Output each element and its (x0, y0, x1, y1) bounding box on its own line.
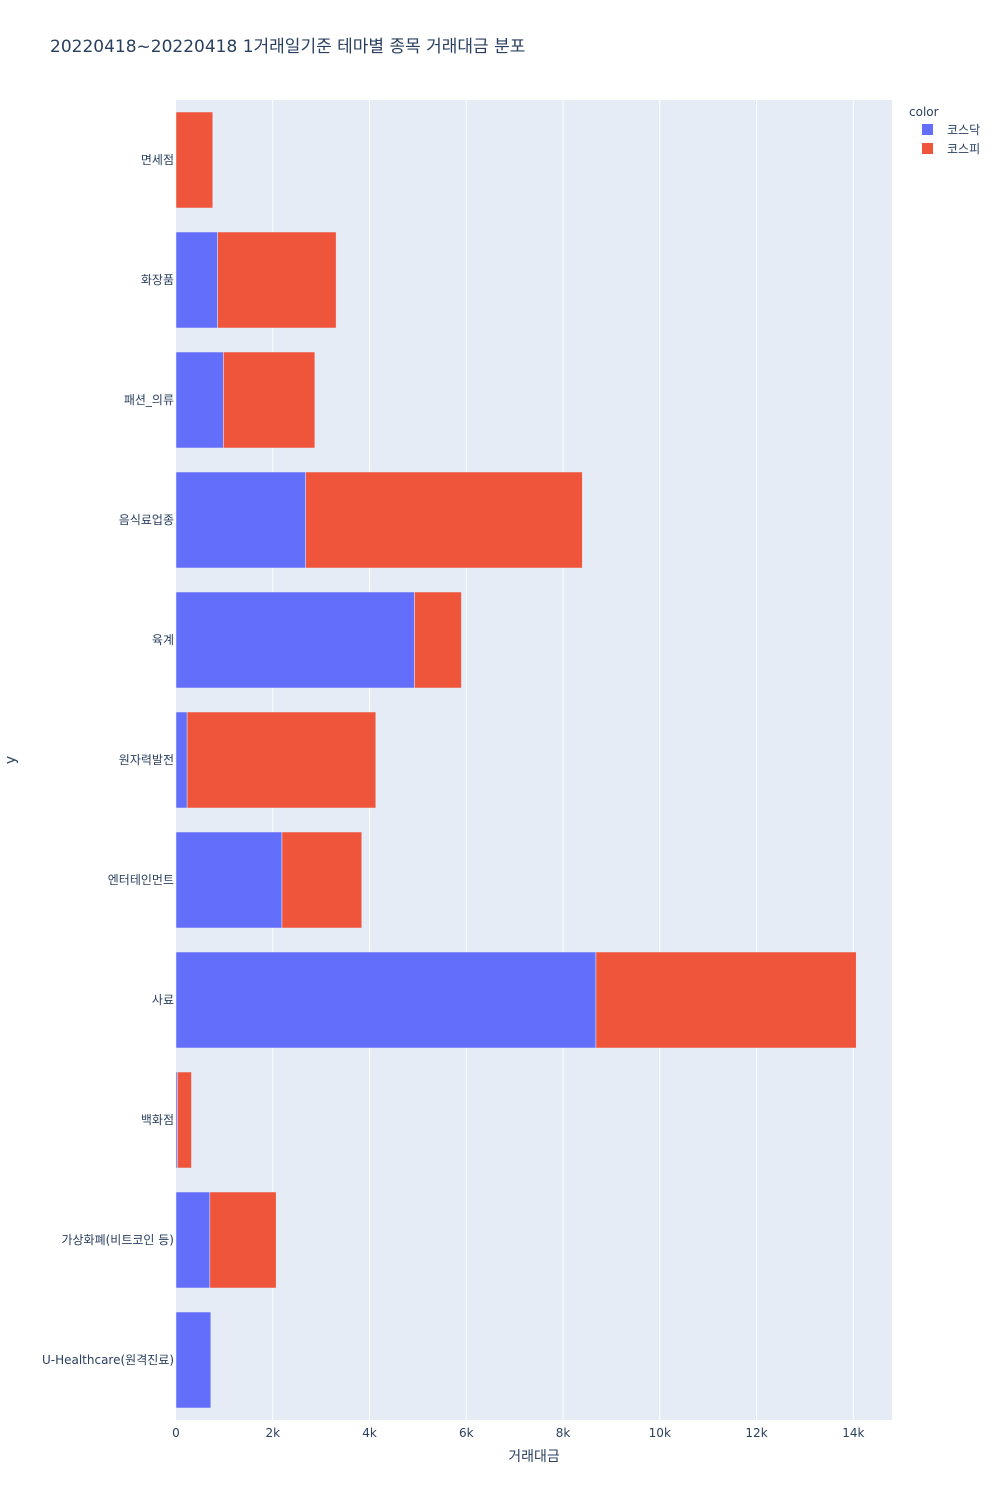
bar-kosdaq (175, 471, 306, 569)
legend-swatch (922, 124, 933, 135)
y-tick-label: 백화점 (141, 1113, 174, 1127)
bar-kospi (281, 831, 363, 929)
legend-swatch (922, 143, 933, 154)
x-tick-label: 8k (556, 1426, 571, 1440)
chart-title: 20220418~20220418 1거래일기준 테마별 종목 거래대금 분포 (50, 37, 526, 57)
bar-kospi (177, 1071, 192, 1169)
y-tick-label: U-Healthcare(원격진료) (42, 1353, 174, 1367)
bar-kosdaq (175, 1191, 211, 1289)
bar-kosdaq (175, 351, 224, 449)
y-tick-label: 음식료업종 (119, 513, 174, 527)
x-tick-label: 2k (265, 1426, 280, 1440)
x-tick-label: 12k (745, 1426, 767, 1440)
bar-kospi (305, 471, 583, 569)
legend-label: 코스닥 (947, 123, 980, 137)
bar-kosdaq (175, 711, 188, 809)
y-tick-label: 사료 (152, 993, 174, 1007)
y-tick-label: 가상화폐(비트코인 등) (61, 1233, 174, 1247)
y-tick-label: 원자력발전 (119, 753, 174, 767)
x-tick-label: 4k (362, 1426, 377, 1440)
x-axis-ticks: 0 2k 4k 6k 8k 10k 12k 14k (172, 1426, 864, 1440)
bar-kospi (414, 591, 462, 689)
x-tick-label: 0 (172, 1426, 180, 1440)
y-tick-label: 면세점 (141, 153, 174, 167)
bar-kospi (223, 351, 316, 449)
x-tick-label: 14k (842, 1426, 864, 1440)
bar-kospi (186, 711, 377, 809)
bar-kosdaq (175, 1311, 212, 1409)
bar-kospi (217, 231, 337, 329)
bar-kospi (175, 111, 214, 209)
legend-title: color (909, 105, 939, 119)
legend-label: 코스피 (947, 142, 980, 156)
bar-kosdaq (175, 591, 415, 689)
x-tick-label: 10k (649, 1426, 671, 1440)
y-tick-label: 패션_의류 (124, 393, 174, 407)
bar-kospi (209, 1191, 277, 1289)
y-tick-label: 육계 (152, 633, 174, 647)
y-tick-label: 화장품 (141, 273, 174, 287)
bar-kosdaq (175, 831, 283, 929)
x-axis-title: 거래대금 (508, 1449, 560, 1465)
bar-kosdaq (175, 231, 218, 329)
bar-kospi (595, 951, 857, 1049)
bars (175, 111, 857, 1409)
y-axis-ticks: 면세점화장품패션_의류음식료업종육계원자력발전엔터테인먼트사료백화점가상화폐(비… (42, 153, 174, 1367)
x-tick-label: 6k (459, 1426, 474, 1440)
y-axis-title: y (3, 756, 19, 764)
bar-kosdaq (175, 951, 597, 1049)
y-tick-label: 엔터테인먼트 (108, 873, 174, 887)
